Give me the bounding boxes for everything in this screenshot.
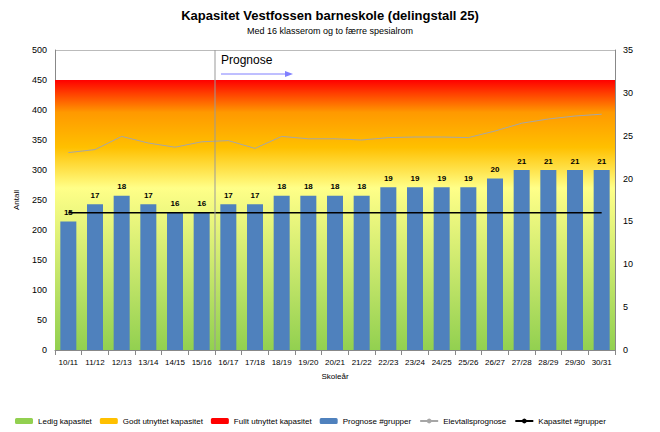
svg-text:20/21: 20/21 [325, 358, 346, 367]
svg-text:30/31: 30/31 [592, 358, 613, 367]
svg-text:15/16: 15/16 [192, 358, 213, 367]
svg-text:5: 5 [623, 302, 628, 312]
svg-text:Kapasitet #grupper: Kapasitet #grupper [538, 417, 606, 426]
svg-text:19: 19 [437, 174, 446, 183]
svg-text:19: 19 [464, 174, 473, 183]
svg-text:300: 300 [32, 165, 47, 175]
svg-text:15: 15 [63, 207, 73, 217]
svg-text:100: 100 [32, 285, 47, 295]
svg-text:11/12: 11/12 [85, 358, 105, 367]
svg-text:28/29: 28/29 [538, 358, 559, 367]
svg-text:10: 10 [623, 259, 633, 269]
svg-text:21: 21 [597, 157, 606, 166]
svg-text:25/26: 25/26 [458, 358, 479, 367]
svg-text:20: 20 [491, 165, 500, 174]
svg-text:21: 21 [517, 157, 526, 166]
svg-text:21: 21 [571, 157, 580, 166]
svg-text:Med 16 klasserom og to færre s: Med 16 klasserom og to færre spesialrom [247, 26, 413, 36]
svg-text:20: 20 [623, 174, 633, 184]
svg-text:18: 18 [117, 182, 126, 191]
svg-text:22/23: 22/23 [378, 358, 399, 367]
svg-text:Skoleår: Skoleår [321, 372, 348, 381]
svg-text:Kapasitet Vestfossen barneskol: Kapasitet Vestfossen barneskole (delings… [181, 8, 479, 23]
svg-text:14/15: 14/15 [165, 358, 186, 367]
svg-text:26/27: 26/27 [485, 358, 506, 367]
svg-text:0: 0 [623, 345, 628, 355]
svg-text:19: 19 [411, 174, 420, 183]
svg-text:0: 0 [42, 345, 47, 355]
svg-text:17: 17 [91, 191, 100, 200]
svg-text:Elevtallsprognose: Elevtallsprognose [443, 417, 507, 426]
svg-text:Godt utnyttet kapasitet: Godt utnyttet kapasitet [123, 417, 204, 426]
svg-text:18/19: 18/19 [272, 358, 293, 367]
svg-text:150: 150 [32, 255, 47, 265]
svg-text:250: 250 [32, 195, 47, 205]
svg-text:Ledig kapasitet: Ledig kapasitet [38, 417, 93, 426]
svg-text:450: 450 [32, 75, 47, 85]
svg-text:21: 21 [544, 157, 553, 166]
svg-text:27/28: 27/28 [512, 358, 533, 367]
svg-text:10/11: 10/11 [59, 358, 79, 367]
svg-text:13/14: 13/14 [138, 358, 159, 367]
svg-text:17: 17 [144, 191, 153, 200]
svg-text:50: 50 [37, 315, 47, 325]
svg-text:16: 16 [197, 199, 206, 208]
svg-text:400: 400 [32, 105, 47, 115]
svg-text:24/25: 24/25 [432, 358, 453, 367]
svg-text:18: 18 [277, 182, 286, 191]
svg-text:23/24: 23/24 [405, 358, 426, 367]
svg-text:200: 200 [32, 225, 47, 235]
svg-text:21/22: 21/22 [352, 358, 373, 367]
svg-text:Prognose #grupper: Prognose #grupper [343, 417, 412, 426]
svg-text:19: 19 [384, 174, 393, 183]
svg-text:16: 16 [171, 199, 180, 208]
svg-text:18: 18 [357, 182, 366, 191]
svg-text:18: 18 [331, 182, 340, 191]
svg-text:Prognose: Prognose [221, 53, 273, 67]
svg-text:Fullt utnyttet kapasitet: Fullt utnyttet kapasitet [234, 417, 313, 426]
svg-text:30: 30 [623, 88, 633, 98]
svg-text:25: 25 [623, 131, 633, 141]
svg-text:17/18: 17/18 [245, 358, 266, 367]
svg-text:350: 350 [32, 135, 47, 145]
svg-text:29/30: 29/30 [565, 358, 586, 367]
svg-text:17: 17 [251, 191, 260, 200]
svg-text:16/17: 16/17 [218, 358, 239, 367]
svg-text:Antall: Antall [12, 190, 21, 210]
svg-text:15: 15 [623, 216, 633, 226]
svg-text:17: 17 [224, 191, 233, 200]
svg-text:500: 500 [32, 45, 47, 55]
svg-text:18: 18 [304, 182, 313, 191]
svg-text:35: 35 [623, 45, 633, 55]
svg-text:19/20: 19/20 [298, 358, 319, 367]
svg-text:12/13: 12/13 [112, 358, 133, 367]
